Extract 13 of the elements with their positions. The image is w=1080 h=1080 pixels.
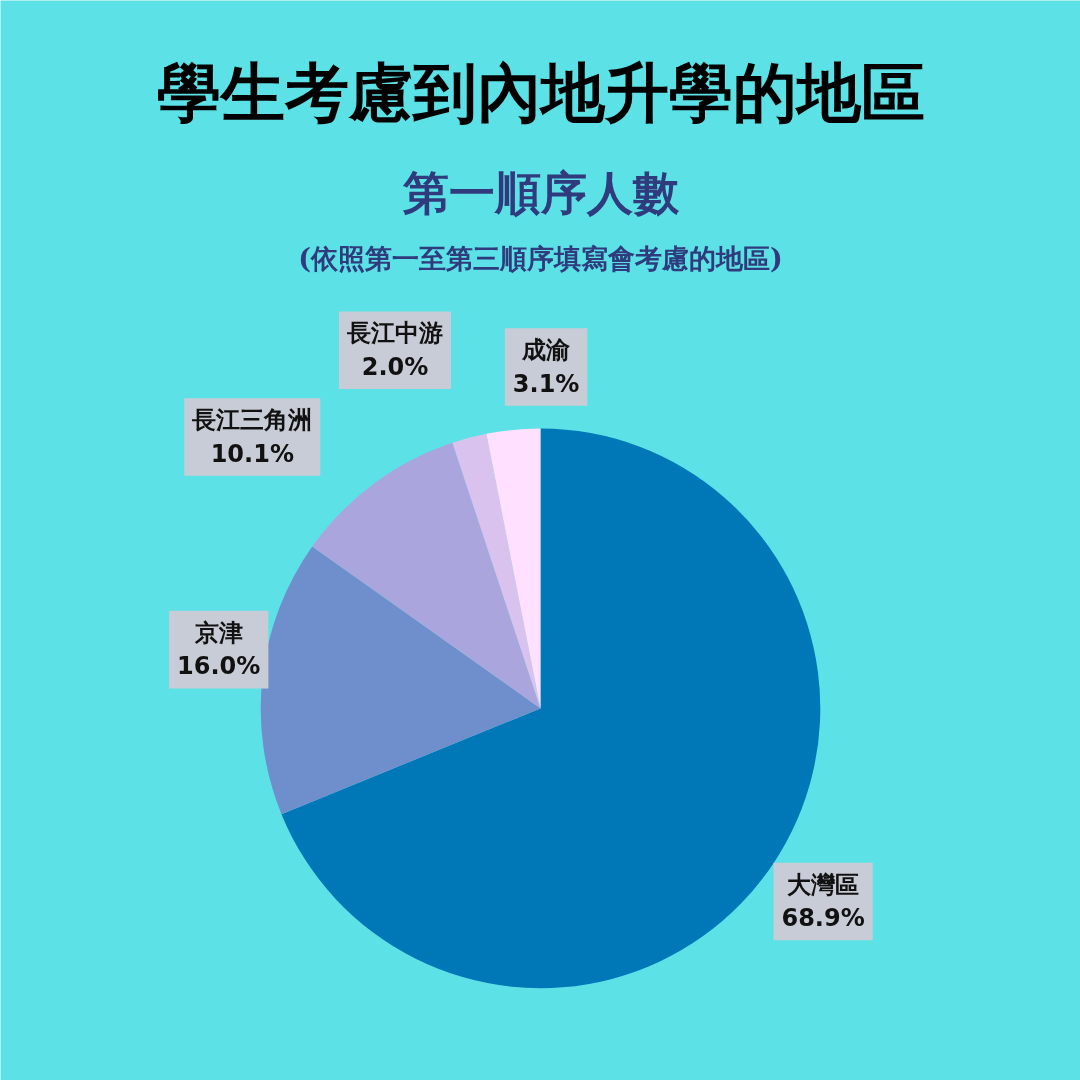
slice-label: 成渝 <box>521 336 572 365</box>
text: (依照第一至第三順序填寫會考慮的地區) <box>298 243 783 274</box>
data-label: 68.9% <box>781 904 865 933</box>
slice-label: 京津 <box>193 618 243 647</box>
data-label: 3.1% <box>512 369 580 398</box>
slice-label: 長江中游 <box>346 319 444 348</box>
chart-subtitle: 第一順序人數 <box>401 165 680 220</box>
data-label: 2.0% <box>361 353 429 382</box>
chart-title: 學生考慮到內地升學的地區 <box>156 55 925 130</box>
slice-label: 長江三角洲 <box>191 406 313 435</box>
slice-label: 大灣區 <box>787 870 860 899</box>
data-label: 16.0% <box>177 652 261 681</box>
data-label: 10.1% <box>210 439 294 468</box>
